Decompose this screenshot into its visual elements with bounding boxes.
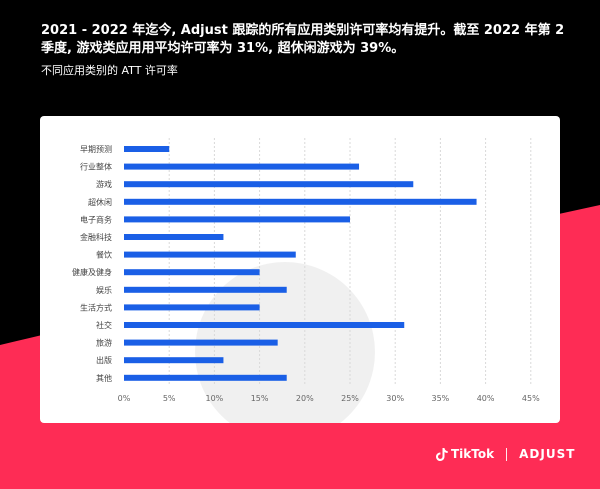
bar (124, 322, 405, 328)
chart-card: 早期预测行业整体游戏超休闲电子商务金融科技餐饮健康及健身娱乐生活方式社交旅游出版… (40, 116, 560, 423)
category-label: 娱乐 (96, 285, 112, 295)
bar (124, 286, 287, 293)
x-tick-label: 25% (341, 394, 359, 403)
chart-subtitle: 不同应用类别的 ATT 许可率 (41, 64, 178, 77)
adjust-logo: ADJUST (519, 447, 576, 461)
bar (124, 216, 350, 223)
bar (124, 181, 414, 188)
x-tick-label: 20% (296, 394, 314, 403)
bar (124, 304, 260, 311)
bar (124, 163, 360, 170)
category-label: 餐饮 (96, 250, 112, 260)
x-tick-label: 5% (163, 394, 176, 403)
category-label: 金融科技 (80, 232, 112, 242)
headline: 2021 - 2022 年迄今, Adjust 跟踪的所有应用类别许可率均有提升… (41, 23, 565, 56)
category-label: 社交 (96, 320, 112, 330)
category-label: 旅游 (96, 338, 112, 348)
bar (124, 251, 296, 258)
x-tick-label: 0% (118, 394, 131, 403)
bar (124, 146, 170, 152)
tiktok-icon (436, 447, 448, 461)
bar (124, 339, 278, 346)
x-tick-label: 35% (432, 394, 450, 403)
bar (124, 269, 260, 276)
category-label: 电子商务 (80, 214, 112, 224)
tiktok-wordmark: TikTok (451, 447, 495, 461)
category-label: 游戏 (96, 179, 112, 189)
category-label: 生活方式 (80, 302, 112, 312)
bar (124, 234, 224, 240)
category-label: 出版 (96, 355, 112, 365)
x-tick-label: 15% (251, 394, 269, 403)
bar (124, 374, 287, 381)
adjust-watermark (195, 262, 375, 423)
category-label: 其他 (96, 373, 112, 383)
bar-chart: 早期预测行业整体游戏超休闲电子商务金融科技餐饮健康及健身娱乐生活方式社交旅游出版… (72, 138, 540, 423)
category-label: 早期预测 (80, 144, 112, 154)
x-tick-label: 40% (477, 394, 495, 403)
category-label: 超休闲 (88, 197, 112, 207)
bar (124, 357, 224, 364)
category-label: 行业整体 (80, 162, 112, 172)
category-label: 健康及健身 (72, 267, 112, 277)
x-tick-label: 30% (386, 394, 404, 403)
logo-divider (506, 447, 508, 461)
x-tick-label: 10% (206, 394, 224, 403)
x-tick-label: 45% (522, 394, 540, 403)
bar (124, 198, 477, 205)
tiktok-logo: TikTok (436, 447, 494, 461)
footer-logos: TikTok ADJUST (436, 445, 575, 463)
